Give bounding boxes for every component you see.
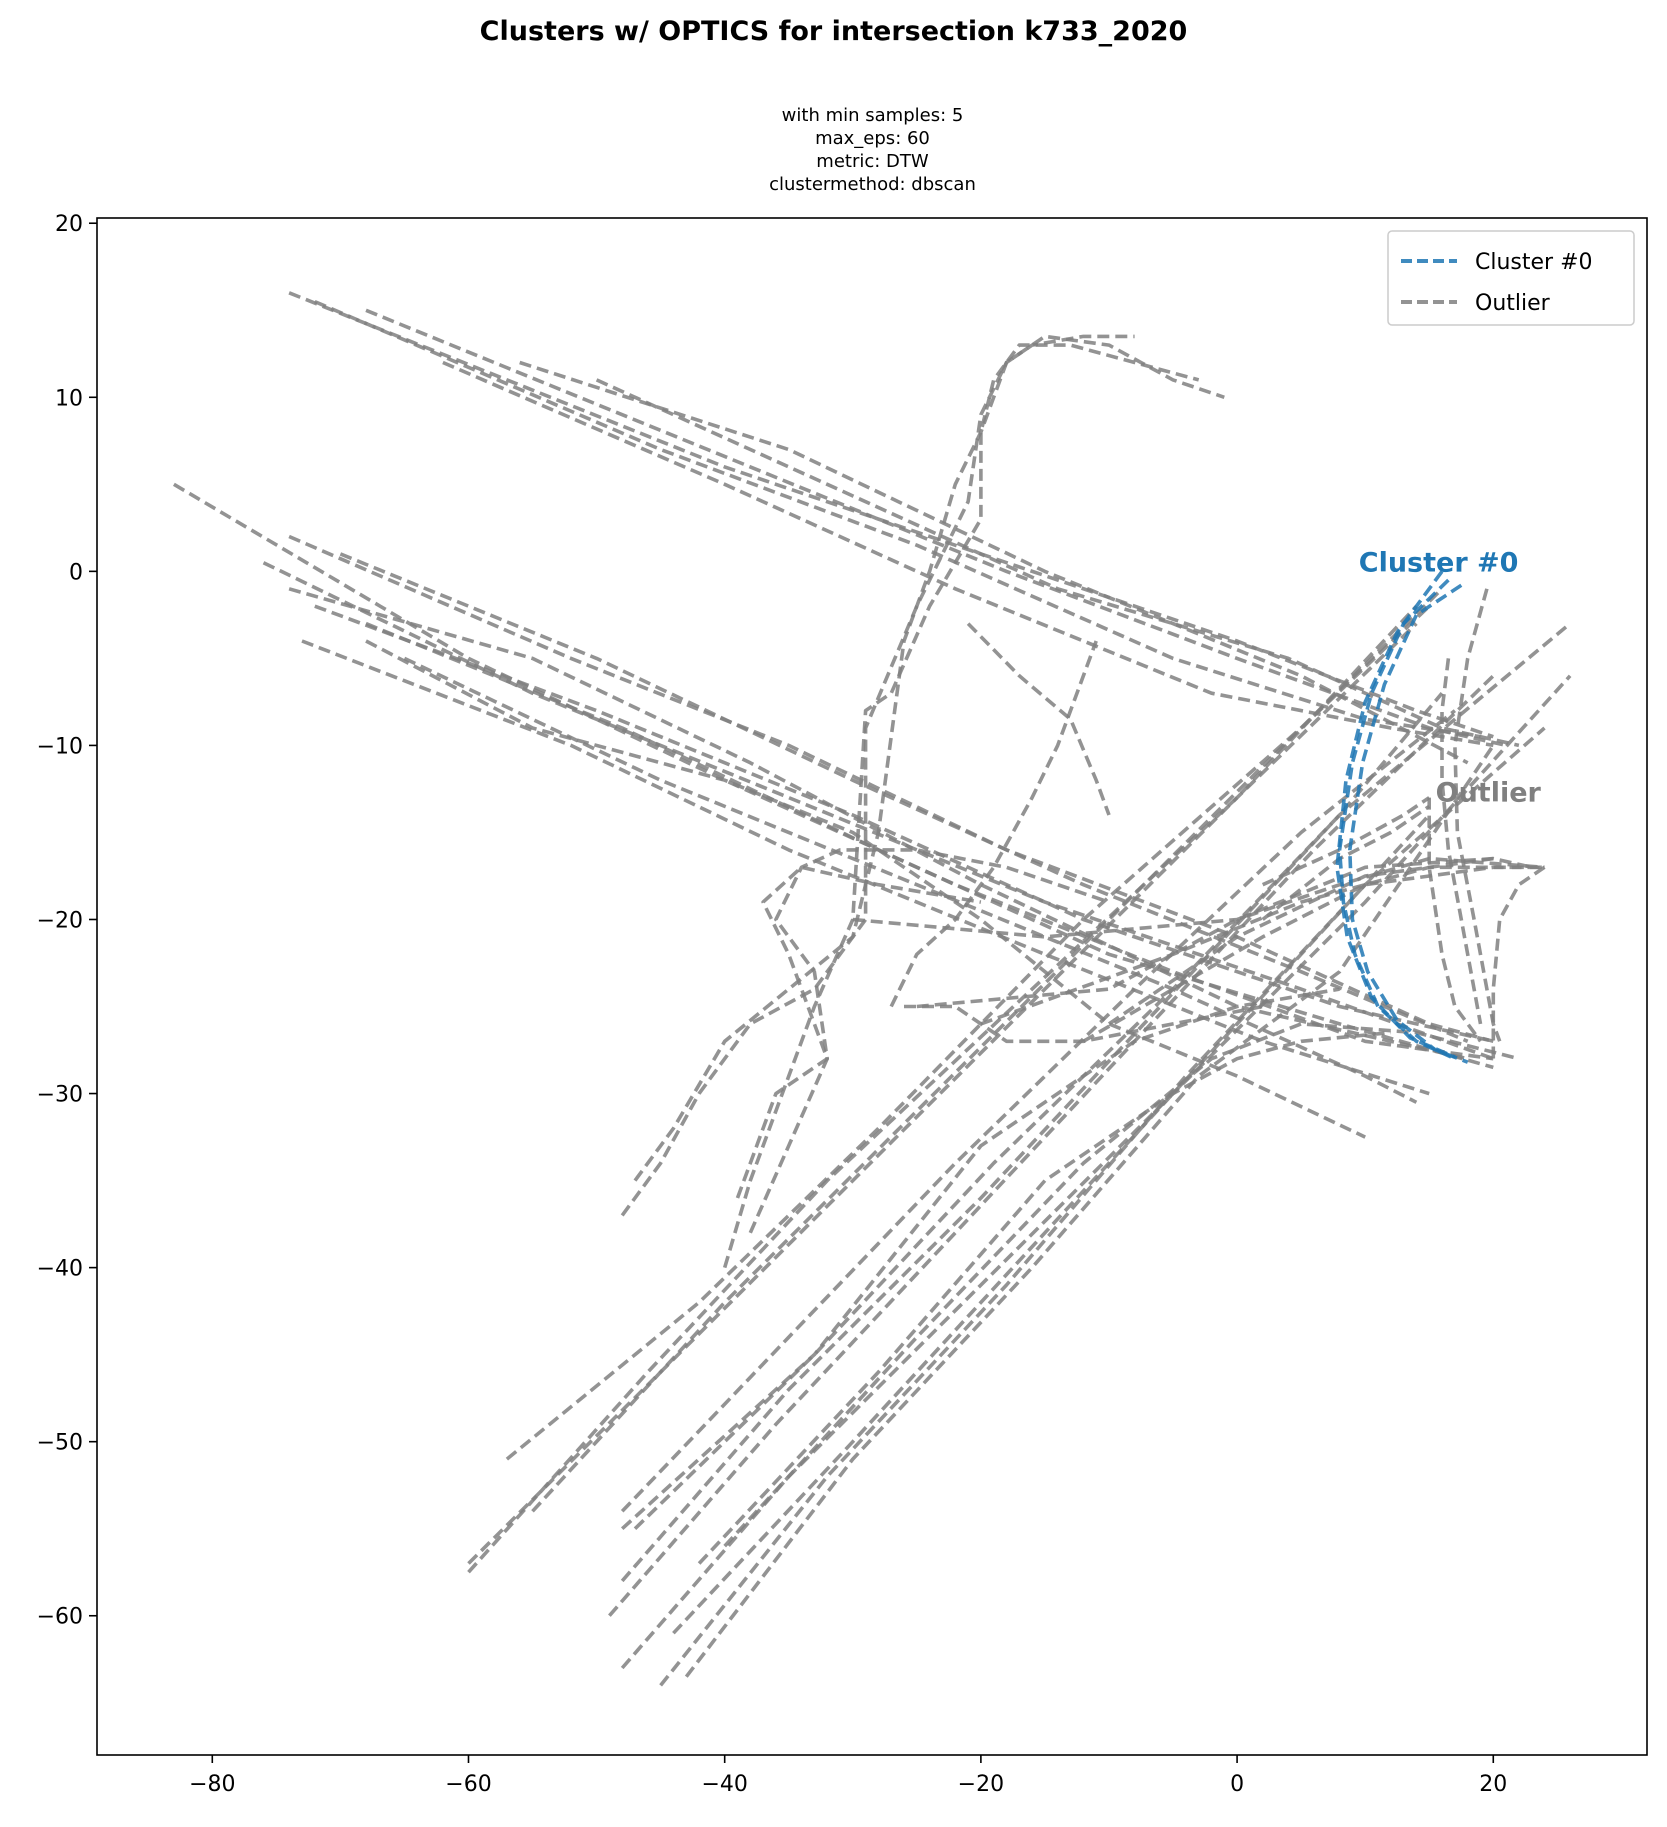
outlier-track-17 <box>620 334 1225 1217</box>
outlier-track-1 <box>314 299 1481 739</box>
outlier-track-6 <box>172 482 1494 1061</box>
outlier-track-11 <box>314 604 1494 1044</box>
outlier-track-26 <box>467 622 1418 1565</box>
y-tick-label: 0 <box>69 560 83 585</box>
outlier-track-9 <box>262 561 1494 1061</box>
outlier-track-5 <box>595 378 1520 748</box>
outlier-track-4 <box>519 360 1469 765</box>
x-axis: −80 −60 −40 −20 0 20 <box>189 1755 1507 1797</box>
y-tick-label: 20 <box>55 212 83 237</box>
outlier-track-13 <box>301 639 1430 1096</box>
outlier-track-36 <box>723 1022 1520 1548</box>
subtitle-line-min-samples: with min samples: 5 <box>781 105 964 126</box>
chart-subtitle: with min samples: 5 max_eps: 60 metric: … <box>0 104 1667 196</box>
outlier-track-48 <box>1453 588 1502 1042</box>
y-tick-label: −40 <box>37 1257 83 1282</box>
outlier-track-22 <box>904 1004 1264 1044</box>
outlier-track-7 <box>288 534 1494 1044</box>
legend: Cluster #0 Outlier <box>1387 230 1635 326</box>
x-tick-label: 0 <box>1230 1772 1244 1797</box>
outlier-track-8 <box>339 552 1469 1043</box>
x-tick-label: −40 <box>701 1772 747 1797</box>
outlier-track-43 <box>1107 856 1494 1026</box>
y-tick-label: 10 <box>55 386 83 411</box>
outlier-track-16 <box>633 334 1135 1182</box>
cluster-0-track-2 <box>1335 570 1456 1059</box>
subtitle-line-max-eps: max_eps: 60 <box>815 128 930 149</box>
outlier-track-19 <box>748 848 1110 1234</box>
outlier-track-45 <box>1261 804 1431 921</box>
outlier-track-30 <box>608 674 1495 1617</box>
x-tick-label: −20 <box>958 1772 1004 1797</box>
y-axis: 20 10 0 −10 −20 −30 −40 −50 −60 <box>37 212 97 1630</box>
outlier-track-20 <box>735 865 982 1199</box>
subtitle-line-clustermethod: clustermethod: dbscan <box>769 174 976 195</box>
outlier-track-18 <box>722 343 1200 1269</box>
outlier-track-46 <box>1427 797 1482 1043</box>
annotation-outlier: Outlier <box>1436 777 1542 808</box>
outlier-track-33 <box>659 726 1546 1687</box>
outlier-track-42 <box>1082 865 1545 1043</box>
outlier-track-38 <box>620 987 1340 1531</box>
outlier-track-25 <box>531 587 1444 1513</box>
x-tick-label: −60 <box>445 1772 491 1797</box>
y-tick-label: −50 <box>37 1431 83 1456</box>
y-tick-label: −20 <box>37 908 83 933</box>
legend-label-outlier: Outlier <box>1475 291 1551 316</box>
outlier-series <box>172 291 1572 1687</box>
outlier-track-49 <box>1491 865 1546 1059</box>
plot-frame <box>96 217 1648 1756</box>
outlier-track-21 <box>889 640 1098 1008</box>
outlier-track-14 <box>403 656 1418 1104</box>
outlier-track-47 <box>1440 658 1483 1025</box>
x-tick-label: −80 <box>189 1772 235 1797</box>
subtitle-line-metric: metric: DTW <box>816 151 929 172</box>
chart-title: Clusters w/ OPTICS for intersection k733… <box>479 16 1188 47</box>
annotations: Cluster #0 Outlier <box>1359 548 1542 809</box>
outlier-track-39 <box>852 856 1545 939</box>
cluster-0-series <box>1335 570 1469 1064</box>
outlier-track-31 <box>620 622 1572 1583</box>
y-tick-label: −10 <box>37 734 83 759</box>
outlier-track-12 <box>365 621 1494 1070</box>
x-tick-label: 20 <box>1479 1772 1507 1797</box>
outlier-track-35 <box>672 813 1431 1635</box>
outlier-track-23 <box>966 622 1111 816</box>
legend-label-cluster-0: Cluster #0 <box>1475 250 1593 275</box>
outlier-track-24 <box>505 604 1431 1461</box>
outlier-track-34 <box>684 744 1495 1678</box>
outlier-track-44 <box>1261 796 1431 887</box>
cluster-0-track-1 <box>1348 583 1469 1064</box>
y-tick-label: −30 <box>37 1083 83 1108</box>
outlier-track-15 <box>365 639 1366 1139</box>
y-tick-label: −60 <box>37 1605 83 1630</box>
annotation-cluster-0: Cluster #0 <box>1359 548 1519 579</box>
outlier-track-27 <box>467 604 1418 1574</box>
outlier-track-40 <box>916 856 1533 1009</box>
outlier-track-28 <box>620 709 1457 1513</box>
outlier-track-41 <box>980 865 1545 1026</box>
outlier-track-37 <box>697 1030 1391 1565</box>
